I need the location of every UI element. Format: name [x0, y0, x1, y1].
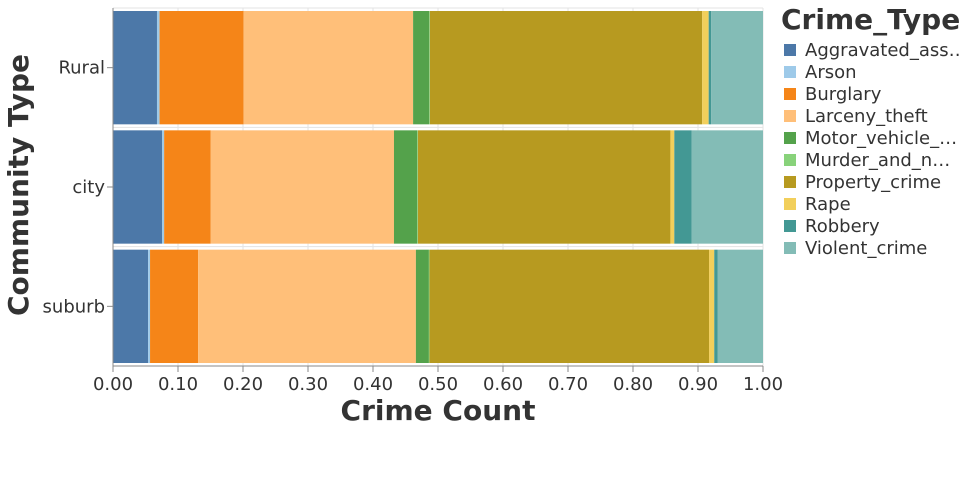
legend-entry: Robbery [805, 216, 880, 237]
legend-swatch [784, 242, 796, 254]
bar-segment [156, 11, 160, 125]
y-axis-title: Community Type [2, 54, 35, 316]
bar-segment [714, 249, 718, 363]
bar-segment [159, 11, 244, 125]
bar-segment [674, 130, 692, 244]
bars-layer [113, 11, 763, 363]
legend-swatch [784, 154, 796, 166]
bar-segment [709, 249, 715, 363]
bar-segment [148, 249, 151, 363]
legend-swatch [784, 110, 796, 122]
legend-swatch [784, 220, 796, 232]
bar-segment [413, 11, 430, 125]
bar-segment [691, 130, 763, 244]
legend-entry: Property_crime [805, 172, 941, 193]
legend-entry: Larceny_theft [805, 106, 928, 127]
x-tick-label: 0.60 [483, 374, 523, 395]
legend: Crime_Type Aggravated_ass…ArsonBurglaryL… [781, 3, 960, 259]
y-tick-label: city [72, 177, 105, 198]
x-tick-label: 0.80 [613, 374, 653, 395]
x-tick-label: 0.10 [158, 374, 198, 395]
legend-swatch [784, 44, 796, 56]
bar-segment [711, 11, 763, 125]
bar-segment [415, 249, 429, 363]
bar-segment [429, 11, 430, 125]
x-axis-title: Crime Count [341, 394, 536, 427]
x-tick-label: 0.30 [288, 374, 328, 395]
x-tick-label: 0.00 [93, 374, 133, 395]
x-tick-label: 0.70 [548, 374, 588, 395]
legend-entry: Rape [805, 194, 851, 215]
bar-segment [164, 130, 211, 244]
legend-entry: Arson [805, 62, 857, 83]
legend-entry: Burglary [805, 84, 882, 105]
bar-segment [113, 249, 149, 363]
bar-segment [150, 249, 199, 363]
legend-swatch [784, 132, 796, 144]
bar-segment [393, 130, 418, 244]
bar-segment [429, 11, 703, 125]
bar-segment [708, 11, 712, 125]
legend-entry: Violent_crime [805, 238, 927, 259]
x-tick-label: 0.20 [223, 374, 263, 395]
bar-segment [428, 249, 430, 363]
x-tick-label: 0.40 [353, 374, 393, 395]
legend-swatch [784, 198, 796, 210]
bar-segment [162, 130, 165, 244]
bar-segment [702, 11, 709, 125]
bar-segment [113, 11, 157, 125]
bar-segment [198, 249, 416, 363]
legend-entry: Aggravated_ass… [805, 40, 960, 61]
y-tick-label: Rural [58, 58, 105, 79]
legend-swatch [784, 176, 796, 188]
legend-items: Aggravated_ass…ArsonBurglaryLarceny_thef… [784, 40, 960, 259]
bar-segment [417, 130, 418, 244]
x-tick-label: 0.50 [418, 374, 458, 395]
bar-segment [113, 130, 163, 244]
x-tick-label: 1.00 [743, 374, 783, 395]
bar-segment [670, 130, 675, 244]
axis-layer: 0.00 0.10 0.20 0.30 0.40 0.50 0.60 0.70 0.80 0.90… [43, 8, 783, 395]
legend-entry: Motor_vehicle_… [805, 128, 957, 149]
bar-segment [417, 130, 671, 244]
bar-segment [429, 249, 710, 363]
legend-entry: Murder_and_n… [805, 150, 950, 171]
x-tick-label: 0.90 [678, 374, 718, 395]
y-tick-label: suburb [43, 296, 105, 317]
bar-segment [243, 11, 414, 125]
bar-segment [717, 249, 763, 363]
legend-title: Crime_Type [781, 3, 960, 36]
bar-segment [210, 130, 394, 244]
legend-swatch [784, 88, 796, 100]
legend-swatch [784, 66, 796, 78]
